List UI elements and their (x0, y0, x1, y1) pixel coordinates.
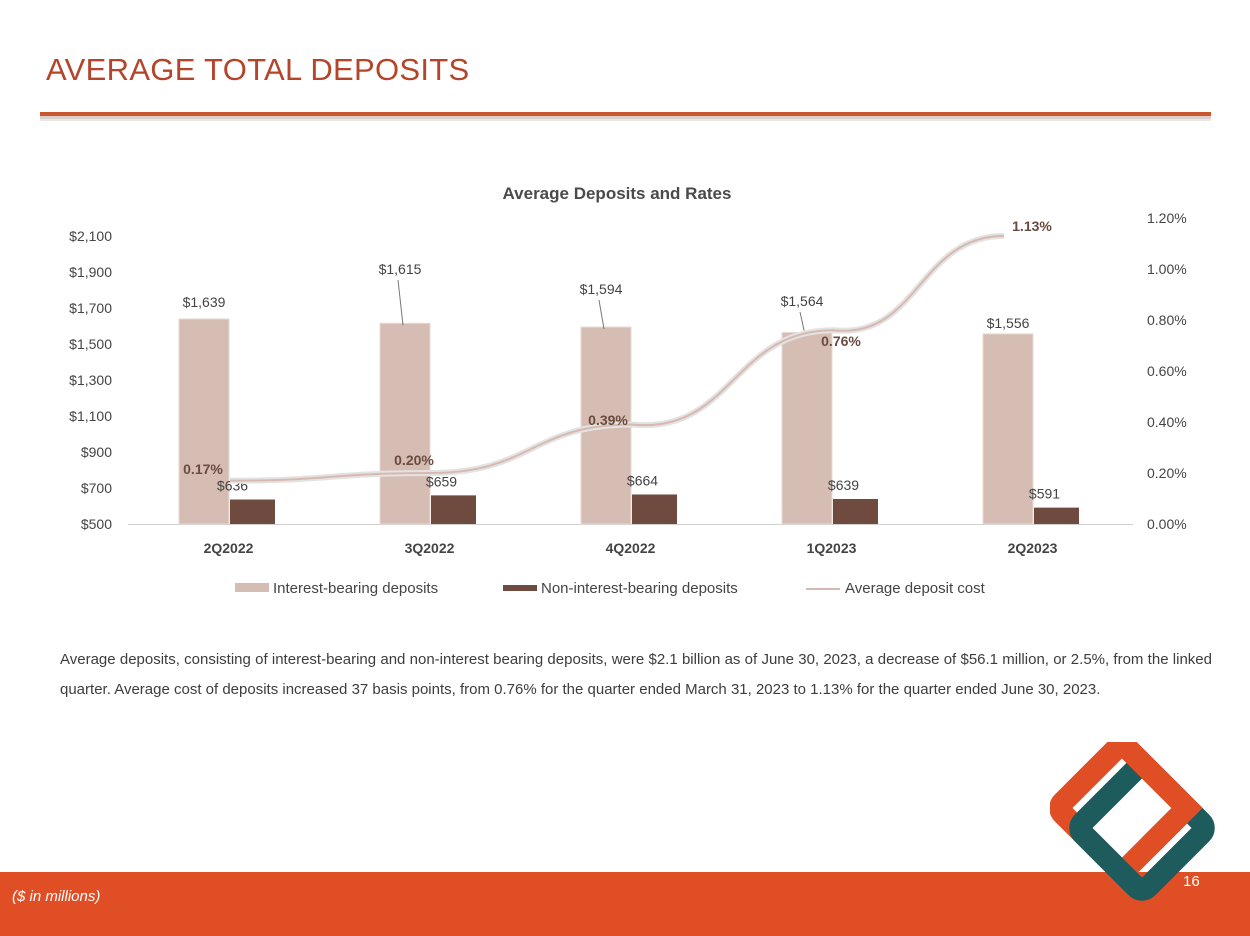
bar-label-non-interest-bearing: $591 (1029, 486, 1060, 502)
bar-label-interest-bearing: $1,639 (183, 294, 226, 310)
y-left-tick-label: $2,100 (69, 228, 112, 244)
legend-label-average-deposit-cost: Average deposit cost (845, 580, 986, 597)
legend-swatch-interest-bearing (235, 583, 269, 592)
x-tick-label: 2Q2023 (1008, 540, 1058, 556)
x-tick-label: 3Q2022 (405, 540, 455, 556)
line-label-average-deposit-cost: 0.76% (821, 333, 861, 349)
bar-non-interest-bearing (833, 498, 878, 524)
y-left-tick-label: $1,500 (69, 336, 112, 352)
line-label-average-deposit-cost: 0.20% (394, 452, 434, 468)
y-right-tick-label: 0.40% (1147, 414, 1187, 430)
title-divider (40, 112, 1211, 116)
y-right-tick-label: 1.00% (1147, 261, 1187, 277)
bar-non-interest-bearing (1034, 507, 1079, 524)
bar-non-interest-bearing (632, 494, 677, 524)
legend-swatch-non-interest-bearing (503, 585, 537, 591)
x-tick-label: 2Q2022 (204, 540, 254, 556)
y-left-tick-label: $700 (81, 480, 112, 496)
bar-label-non-interest-bearing: $664 (627, 472, 658, 488)
bar-label-non-interest-bearing: $659 (426, 473, 457, 489)
bar-interest-bearing (379, 322, 431, 525)
x-tick-label: 1Q2023 (807, 540, 857, 556)
y-right-tick-label: 0.00% (1147, 516, 1187, 532)
bar-interest-bearing (781, 331, 833, 525)
bar-interest-bearing (982, 333, 1034, 525)
y-left-tick-label: $1,700 (69, 300, 112, 316)
bar-label-interest-bearing: $1,556 (987, 315, 1030, 331)
interlocking-diamond-logo-icon (1050, 742, 1215, 901)
y-right-tick-label: 1.20% (1147, 210, 1187, 226)
label-leader-line (598, 299, 605, 330)
footer-bar (0, 872, 1250, 936)
bar-non-interest-bearing (431, 495, 476, 524)
bar-non-interest-bearing (230, 499, 275, 524)
bar-label-interest-bearing: $1,594 (580, 281, 623, 297)
deposits-chart: Average Deposits and Rates $500 $700 $900 $1… (69, 184, 1187, 597)
line-label-average-deposit-cost: 1.13% (1012, 218, 1052, 234)
label-leader-line (397, 279, 404, 326)
y-right-tick-label: 0.20% (1147, 465, 1187, 481)
line-label-average-deposit-cost: 0.39% (588, 412, 628, 428)
bar-label-interest-bearing: $1,615 (379, 261, 422, 277)
legend-label-non-interest-bearing: Non-interest-bearing deposits (541, 580, 738, 597)
y-right-tick-label: 0.60% (1147, 363, 1187, 379)
y-left-tick-label: $1,900 (69, 264, 112, 280)
y-left-tick-label: $900 (81, 444, 112, 460)
footnote: ($ in millions) (12, 888, 101, 905)
bar-label-interest-bearing: $1,564 (781, 293, 824, 309)
page-title: AVERAGE TOTAL DEPOSITS (46, 52, 470, 87)
summary-text: Average deposits, consisting of interest… (60, 651, 1212, 698)
chart-title: Average Deposits and Rates (503, 184, 732, 203)
bar-interest-bearing (178, 318, 230, 525)
y-left-tick-label: $1,100 (69, 408, 112, 424)
y-left-tick-label: $1,300 (69, 372, 112, 388)
bar-label-non-interest-bearing: $639 (828, 477, 859, 493)
y-left-tick-label: $500 (81, 516, 112, 532)
y-right-tick-label: 0.80% (1147, 312, 1187, 328)
page-number: 16 (1183, 873, 1200, 890)
line-label-average-deposit-cost: 0.17% (183, 461, 223, 477)
x-tick-label: 4Q2022 (606, 540, 656, 556)
line-average-deposit-cost (229, 234, 1005, 482)
legend-label-interest-bearing: Interest-bearing deposits (273, 580, 438, 597)
